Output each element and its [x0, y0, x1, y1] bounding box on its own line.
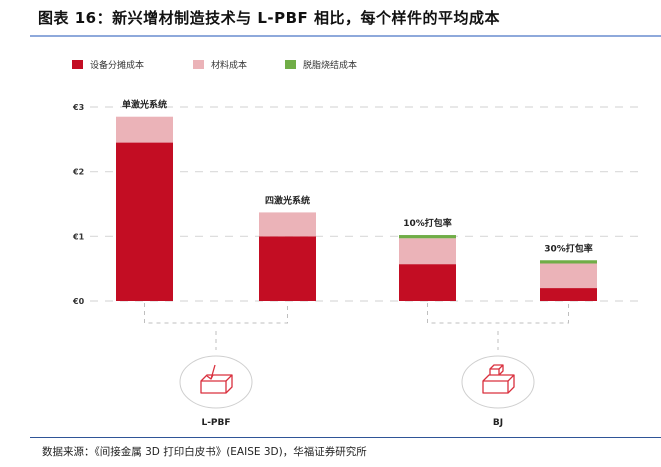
y-axis-ticks: €0 €1 €2 €3 [72, 103, 85, 306]
legend: 设备分摊成本 材料成本 脱脂烧结成本 [72, 59, 357, 71]
group-icon-circle [461, 355, 535, 409]
group-bracket [144, 303, 288, 324]
binder-jet-box-icon [482, 364, 515, 394]
bar-material-segment [399, 238, 456, 265]
group-connectors: L-PBF BJ [144, 303, 569, 428]
gridlines [90, 106, 640, 302]
y-tick-label: €1 [72, 232, 85, 241]
group-label: L-PBF [201, 418, 230, 428]
bars [116, 116, 597, 301]
bar-material-segment [259, 212, 316, 237]
bar-equipment-segment [399, 264, 456, 301]
title-divider [30, 35, 661, 37]
group-bracket [427, 303, 569, 324]
y-tick-label: €0 [72, 297, 85, 306]
y-tick-label: €3 [72, 103, 84, 112]
bar-category-label: 四激光系统 [265, 194, 310, 206]
legend-label-debinding: 脱脂烧结成本 [303, 59, 357, 71]
group-icon-circle [179, 355, 253, 409]
legend-swatch-material [193, 60, 204, 69]
footer-divider [30, 437, 661, 438]
legend-label-equipment: 设备分摊成本 [90, 59, 144, 71]
bar-debinding-segment [399, 235, 456, 239]
bar-category-label: 10%打包率 [403, 217, 452, 229]
legend-swatch-debinding [285, 60, 296, 69]
legend-swatch-equipment [72, 60, 83, 69]
source-note: 数据来源：《间接金属 3D 打印白皮书》(EAISE 3D)，华福证券研究所 [42, 446, 367, 458]
chart-title: 图表 16：新兴增材制造技术与 L-PBF 相比，每个样件的平均成本 [38, 9, 501, 27]
bar-equipment-segment [116, 142, 173, 301]
y-tick-label: €2 [72, 168, 84, 177]
bar-material-segment [116, 116, 173, 143]
bar-category-label: 30%打包率 [544, 242, 593, 254]
bar-debinding-segment [540, 260, 597, 264]
bar-equipment-segment [540, 288, 597, 301]
bar-equipment-segment [259, 236, 316, 301]
group-label: BJ [493, 418, 503, 428]
bar-material-segment [540, 263, 597, 289]
legend-label-material: 材料成本 [211, 59, 247, 71]
bar-category-label: 单激光系统 [122, 99, 167, 111]
laser-box-icon [200, 364, 233, 394]
